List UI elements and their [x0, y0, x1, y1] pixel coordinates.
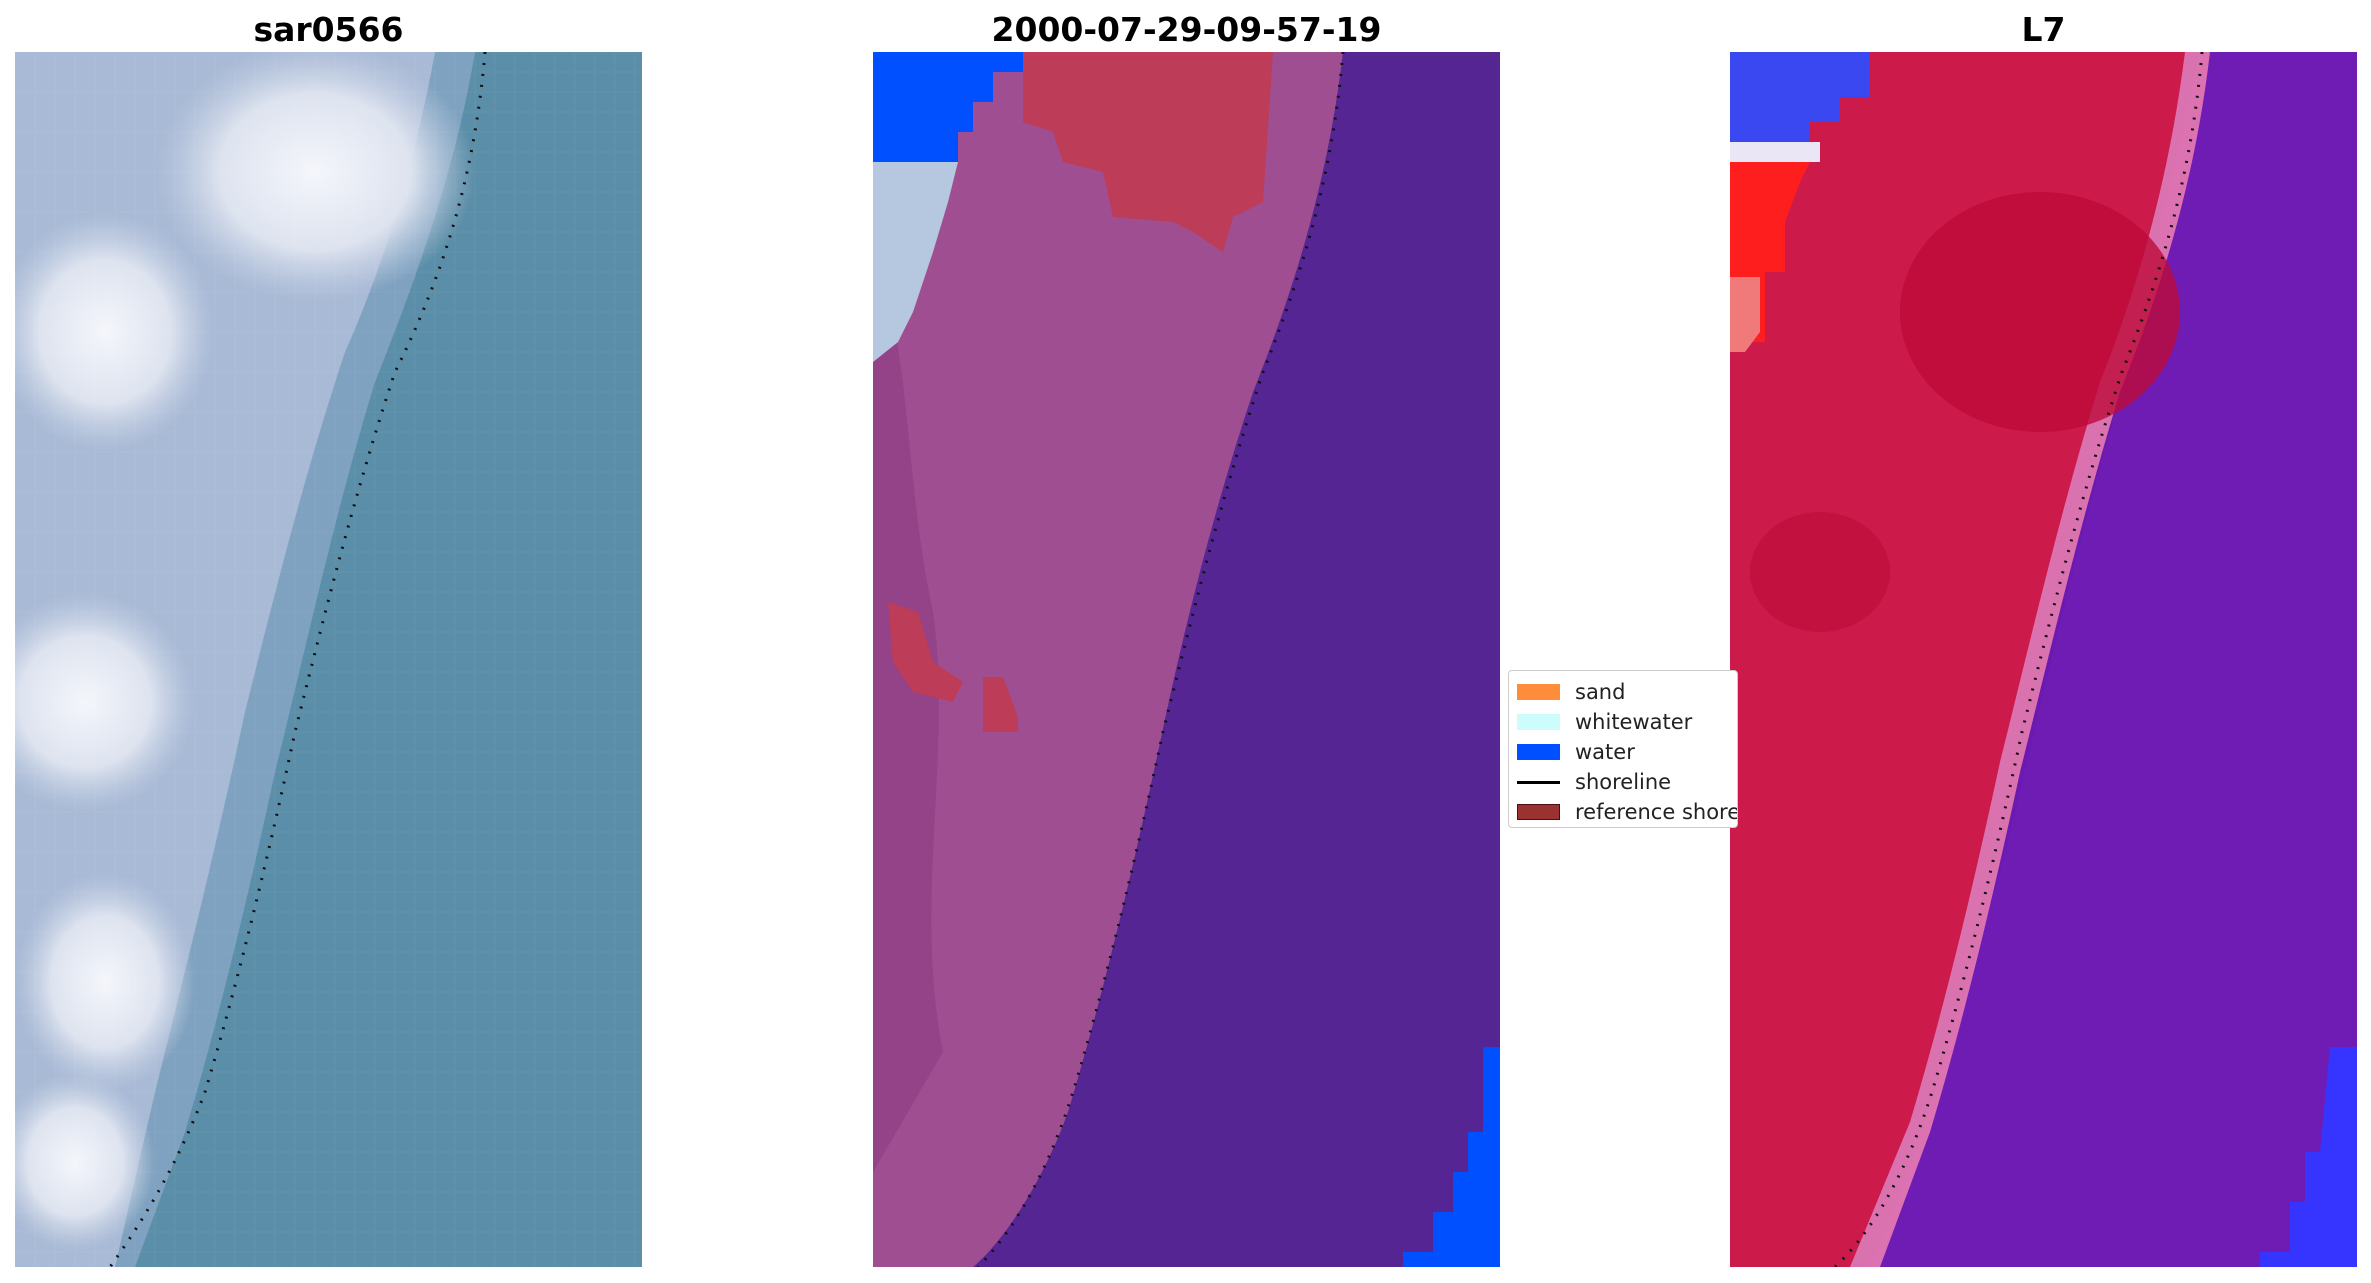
- legend-label-water: water: [1575, 740, 1635, 764]
- legend-label-reference-shoreline: reference shoreline: [1575, 800, 1737, 824]
- legend-label-whitewater: whitewater: [1575, 710, 1693, 734]
- legend-item-water: water: [1517, 737, 1737, 767]
- legend-item-whitewater: whitewater: [1517, 707, 1737, 737]
- legend-label-shoreline: shoreline: [1575, 770, 1672, 794]
- legend-item-shoreline: shoreline: [1517, 767, 1737, 797]
- legend-swatch-reference-shoreline: [1517, 804, 1560, 820]
- classified-image: [873, 52, 1500, 1267]
- legend: sand whitewater water shoreline referenc…: [1508, 670, 1738, 828]
- panel-title-l7: L7: [2021, 10, 2066, 49]
- classified-image-panel: [873, 52, 1500, 1267]
- panel-title-classified: 2000-07-29-09-57-19: [991, 10, 1382, 49]
- l7-image: [1730, 52, 2357, 1267]
- legend-swatch-whitewater: [1517, 714, 1560, 730]
- legend-swatch-sand: [1517, 684, 1560, 700]
- legend-label-sand: sand: [1575, 680, 1626, 704]
- legend-item-reference-shoreline: reference shoreline: [1517, 797, 1737, 827]
- legend-item-sand: sand: [1517, 677, 1737, 707]
- panel-title-rgb: sar0566: [253, 10, 404, 49]
- rgb-image: [15, 52, 642, 1267]
- legend-swatch-shoreline: [1517, 780, 1560, 784]
- l7-image-panel: [1730, 52, 2357, 1267]
- rgb-image-panel: [15, 52, 642, 1267]
- legend-swatch-water: [1517, 744, 1560, 760]
